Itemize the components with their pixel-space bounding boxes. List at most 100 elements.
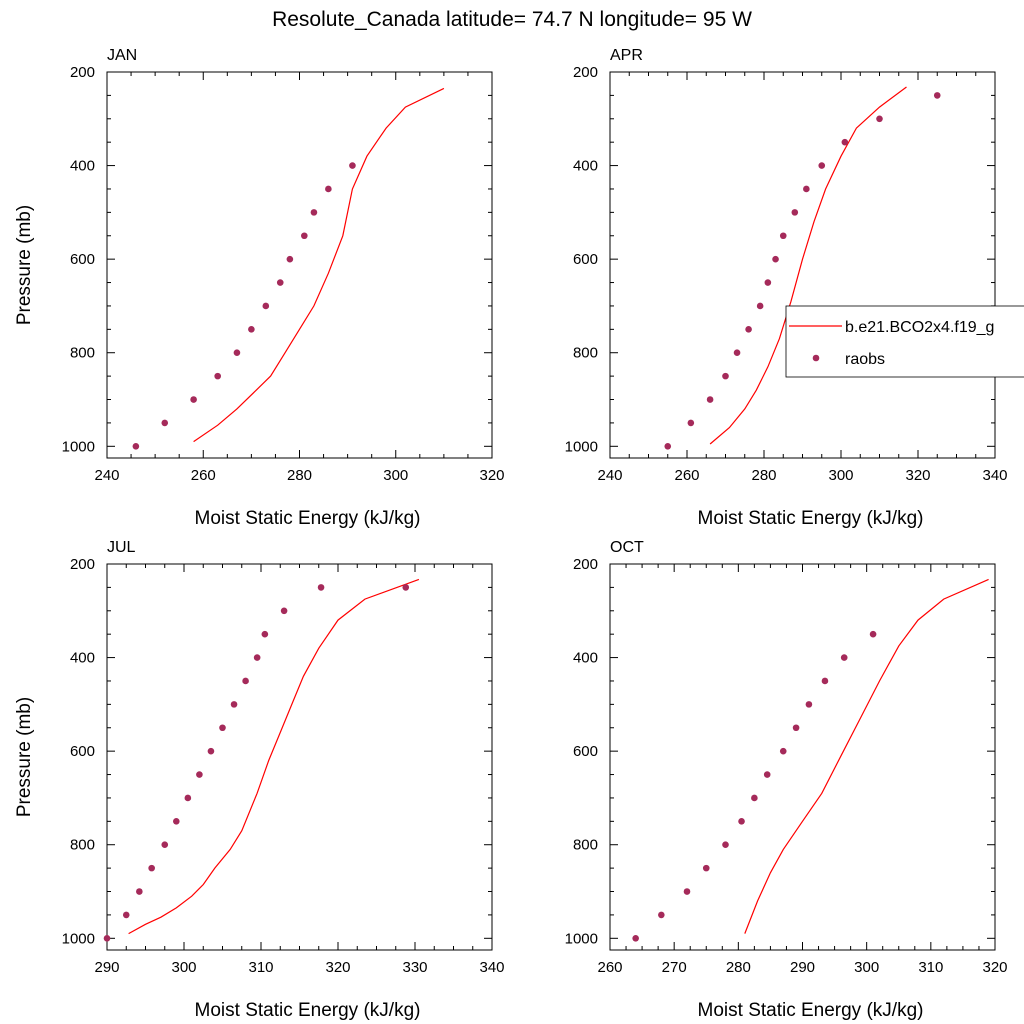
data-point-raobs: [745, 326, 752, 333]
x-tick-label: 300: [171, 959, 196, 976]
x-tick-label: 280: [751, 467, 776, 484]
data-point-raobs: [301, 232, 308, 240]
y-tick-label: 400: [573, 158, 598, 175]
y-tick-label: 400: [573, 650, 598, 667]
data-point-raobs: [683, 888, 691, 895]
y-tick-label: 800: [70, 345, 95, 362]
y-tick-label: 200: [70, 64, 95, 81]
y-tick-label: 800: [573, 345, 598, 362]
y-tick-label: 1000: [565, 438, 598, 455]
x-tick-label: 270: [662, 959, 687, 976]
x-tick-label: 300: [854, 959, 879, 976]
data-point-raobs: [664, 443, 672, 450]
data-point-raobs: [276, 279, 284, 286]
data-point-raobs: [132, 443, 140, 450]
data-point-raobs: [821, 677, 829, 685]
data-point-raobs: [253, 654, 261, 661]
x-tick-label: 340: [479, 959, 504, 976]
y-tick-label: 600: [70, 251, 95, 268]
series-line-model: [709, 86, 907, 445]
data-point-raobs: [261, 630, 269, 638]
data-point-raobs: [803, 185, 810, 193]
data-point-raobs: [233, 349, 241, 357]
x-tick-label: 290: [790, 959, 815, 976]
y-tick-label: 800: [573, 837, 598, 854]
x-tick-label: 310: [918, 959, 943, 976]
data-point-raobs: [763, 771, 771, 778]
data-point-raobs: [161, 841, 169, 849]
x-tick-label: 320: [982, 959, 1007, 976]
data-point-raobs: [136, 888, 143, 895]
data-point-raobs: [148, 864, 155, 872]
y-tick-label: 1000: [62, 438, 95, 455]
data-point-raobs: [248, 326, 255, 333]
data-point-raobs: [207, 747, 215, 755]
panel-title: JUL: [107, 539, 136, 556]
data-point-raobs: [702, 864, 710, 872]
x-axis-label: Moist Static Energy (kJ/kg): [195, 508, 421, 529]
data-point-raobs: [687, 419, 695, 427]
x-tick-label: 320: [905, 467, 930, 484]
data-point-raobs: [792, 724, 800, 732]
data-point-raobs: [242, 677, 249, 685]
x-tick-label: 280: [726, 959, 751, 976]
series-line-model: [193, 87, 445, 443]
y-axis-label: Pressure (mb): [14, 205, 35, 325]
panel-jul: 290 300 310 320 330 340 200 400 600 800 1000 JUL Moi…: [14, 539, 505, 1021]
figure-title: Resolute_Canada latitude= 74.7 N longitu…: [272, 8, 752, 31]
legend-box: [785, 305, 1024, 378]
x-tick-label: 300: [383, 467, 408, 484]
data-point-raobs: [214, 372, 221, 380]
data-point-raobs: [933, 92, 941, 99]
data-point-raobs: [196, 771, 203, 778]
data-point-raobs: [818, 162, 826, 169]
x-tick-label: 260: [191, 467, 216, 484]
y-tick-label: 400: [70, 650, 95, 667]
y-tick-label: 800: [70, 837, 95, 854]
data-point-raobs: [779, 747, 787, 755]
data-point-raobs: [876, 115, 883, 123]
data-point-raobs: [706, 396, 714, 403]
data-point-raobs: [869, 630, 877, 638]
y-tick-label: 600: [70, 743, 95, 760]
y-tick-label: 1000: [62, 930, 95, 947]
x-tick-label: 340: [982, 467, 1007, 484]
data-point-raobs: [805, 701, 813, 708]
x-axis-label: Moist Static Energy (kJ/kg): [195, 1000, 421, 1021]
y-axis-label: Pressure (mb): [14, 697, 35, 817]
panel-jan: 240 260 280 300 320 200 400 600 800 1000 JAN Moist …: [14, 47, 505, 529]
data-point-raobs: [122, 911, 130, 919]
plot-frame: [609, 71, 996, 459]
x-tick-label: 330: [402, 959, 427, 976]
panel-title: OCT: [610, 539, 644, 556]
data-point-raobs: [262, 302, 270, 310]
panel-apr: 240 260 280 300 320 340 200 400 600 800 1000 APR Moi…: [565, 47, 1008, 529]
data-point-raobs: [841, 138, 849, 146]
plot-frame: [609, 563, 996, 951]
data-point-raobs: [779, 232, 787, 240]
data-point-raobs: [190, 396, 197, 403]
x-tick-label: 300: [828, 467, 853, 484]
data-point-raobs: [184, 794, 192, 802]
data-point-raobs: [219, 724, 226, 732]
data-point-raobs: [173, 818, 180, 825]
data-point-raobs: [402, 584, 410, 591]
data-point-raobs: [658, 911, 665, 919]
x-tick-label: 260: [597, 959, 622, 976]
data-point-raobs: [791, 209, 799, 216]
data-point-raobs: [722, 841, 729, 849]
data-point-raobs: [325, 185, 332, 193]
x-tick-label: 290: [94, 959, 119, 976]
data-point-raobs: [310, 209, 318, 216]
data-point-raobs: [349, 162, 356, 169]
x-tick-label: 260: [674, 467, 699, 484]
series-line-model: [744, 578, 989, 934]
x-axis-label: Moist Static Energy (kJ/kg): [698, 508, 924, 529]
data-point-raobs: [103, 935, 111, 942]
x-tick-label: 320: [479, 467, 504, 484]
x-tick-label: 280: [287, 467, 312, 484]
legend-label-raobs: raobs: [845, 351, 885, 368]
data-point-raobs: [733, 349, 741, 357]
